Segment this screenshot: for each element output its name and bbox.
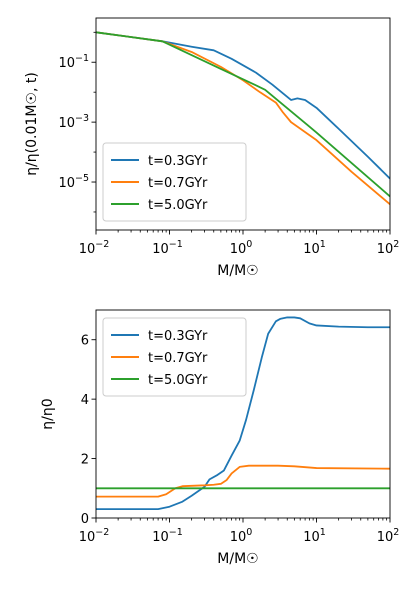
x-tick-label: 100 [230,527,253,545]
x-tick-label: 102 [377,527,400,545]
x-tick-label: 100 [230,239,253,257]
chart-panel-1: 10−2 10−1 100 101 102 10−5 10−3 10−1 M/M☉ η/η(0.0… [24,17,400,279]
series-line-3 [96,31,390,198]
x-tick-label: 10−2 [79,527,110,545]
series-group [96,31,390,206]
y-axis-label: η/η(0.01M☉, t) [24,72,40,176]
legend: t=0.3GYr t=0.7GYr t=5.0GYr [102,142,247,222]
x-ticks: 10−2 10−1 100 101 102 [79,518,400,545]
x-tick-label: 10−1 [152,527,183,545]
legend-label: t=0.7GYr [148,351,208,366]
y-tick-label: 10−3 [58,113,89,131]
series-line-2 [96,31,390,206]
axes-frame [95,309,391,519]
legend-box [102,317,247,397]
x-axis-label: M/M☉ [217,263,258,279]
chart-panel-2: 10−2 10−1 100 101 1020246M/M☉η/η0t=0.3GYrt=0… [40,309,400,567]
x-ticks: 10−2 10−1 100 101 102 [79,230,400,257]
axes-frame [95,17,391,231]
x-tick-label: 101 [303,527,326,545]
series-line-1 [96,31,390,180]
y-tick-label: 6 [81,334,89,349]
legend-label: t=0.3GYr [148,329,208,344]
series-group [96,316,390,510]
y-axis-label: η/η0 [40,398,56,429]
legend: t=0.3GYr t=0.7GYr t=5.0GYr [102,317,247,397]
y-tick-label: 10−1 [58,53,89,71]
legend-label: t=0.3GYr [148,154,208,169]
legend-box [102,142,247,222]
y-tick-label: 10−5 [58,173,89,191]
y-ticks: 0 2 4 6 [81,334,96,527]
x-tick-label: 101 [303,239,326,257]
legend-label: t=0.7GYr [148,176,208,191]
x-tick-label: 102 [377,239,400,257]
y-ticks: 10−5 10−3 10−1 [58,53,96,191]
y-tick-label: 0 [81,512,89,527]
x-tick-label: 10−1 [152,239,183,257]
series-line-1 [96,316,390,510]
legend-label: t=5.0GYr [148,198,208,213]
legend-label: t=5.0GYr [148,373,208,388]
x-axis-label: M/M☉ [217,551,258,567]
series-line-2 [96,464,390,498]
x-tick-label: 10−2 [79,239,110,257]
y-tick-label: 2 [81,453,89,468]
y-tick-label: 4 [81,393,89,408]
